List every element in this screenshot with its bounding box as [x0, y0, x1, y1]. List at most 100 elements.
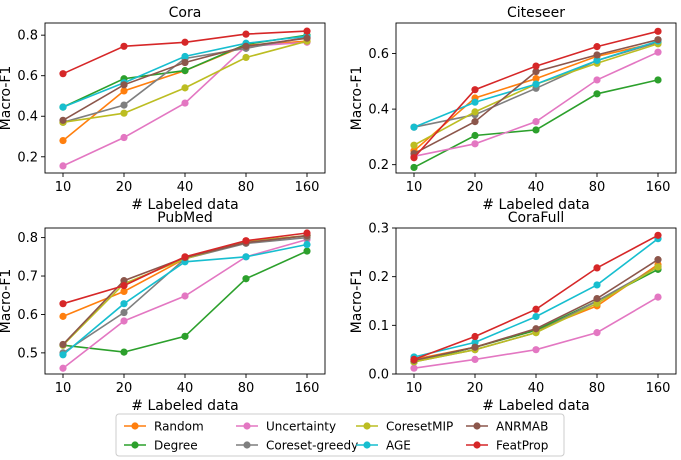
data-point	[303, 247, 311, 255]
data-point	[654, 27, 662, 35]
y-tick-label: 0.4	[368, 103, 389, 118]
data-point	[59, 162, 67, 170]
data-point	[59, 70, 67, 78]
data-point	[410, 123, 418, 131]
data-point	[532, 68, 540, 76]
y-axis-label: Macro-F1	[349, 66, 365, 131]
legend-item-degree: Degree	[124, 439, 198, 453]
x-axis-label: # Labeled data	[131, 197, 238, 213]
data-point	[532, 118, 540, 126]
legend-marker	[473, 441, 481, 449]
x-tick-label: 20	[467, 381, 484, 396]
data-point	[471, 140, 479, 148]
legend-label: AGE	[386, 439, 411, 453]
data-point	[654, 76, 662, 84]
data-point	[303, 34, 311, 42]
series-featprop	[410, 231, 662, 363]
data-point	[471, 343, 479, 351]
x-tick-label: 10	[406, 381, 423, 396]
data-point	[654, 263, 662, 271]
data-point	[593, 51, 601, 59]
data-point	[59, 136, 67, 145]
data-point	[181, 58, 189, 67]
data-point	[410, 154, 418, 162]
x-tick-label: 160	[646, 180, 671, 195]
series-degree	[410, 76, 662, 172]
y-tick-label: 0.6	[17, 69, 38, 84]
legend-label: ANRMAB	[496, 420, 548, 434]
data-point	[410, 355, 418, 363]
x-tick-label: 20	[467, 180, 484, 195]
x-axis-label: # Labeled data	[131, 398, 238, 414]
data-point	[471, 98, 479, 106]
data-point	[120, 277, 128, 285]
y-tick-label: 0.1	[368, 319, 389, 334]
x-tick-label: 40	[528, 180, 545, 195]
data-point	[532, 80, 540, 88]
legend-item-coreset-greedy: Coreset-greedy	[236, 439, 358, 453]
chart-title: CoraFull	[508, 210, 565, 226]
data-point	[120, 109, 128, 117]
data-point	[471, 86, 479, 94]
data-point	[532, 126, 540, 134]
data-point	[59, 312, 67, 320]
x-tick-label: 10	[406, 180, 423, 195]
x-tick-label: 80	[589, 381, 606, 396]
data-point	[471, 332, 479, 341]
data-point	[532, 62, 540, 70]
legend-item-featprop: FeatProp	[466, 439, 548, 453]
data-point	[120, 282, 128, 290]
legend-marker	[243, 441, 251, 449]
legend-marker	[131, 422, 139, 430]
chart-title: Citeseer	[507, 5, 565, 21]
x-tick-label: 40	[177, 180, 194, 195]
data-point	[303, 229, 311, 237]
series-featprop	[410, 27, 662, 162]
data-point	[532, 346, 540, 354]
y-tick-label: 0.4	[17, 110, 38, 125]
legend-label: Uncertainty	[266, 420, 336, 434]
legend-marker	[363, 422, 371, 430]
data-point	[181, 292, 189, 300]
legend-marker	[473, 422, 481, 430]
series-line	[62, 36, 308, 124]
data-point	[59, 351, 67, 359]
y-axis-label: Macro-F1	[349, 269, 365, 334]
data-point	[242, 42, 250, 50]
x-tick-label: 160	[646, 381, 671, 396]
data-point	[532, 74, 540, 83]
series-line	[413, 238, 659, 358]
x-tick-label: 160	[295, 180, 320, 195]
x-axis-label: # Labeled data	[482, 197, 589, 213]
chart-title: Cora	[169, 5, 202, 21]
x-tick-label: 40	[177, 381, 194, 396]
data-point	[471, 118, 479, 126]
data-point	[120, 133, 128, 142]
data-point	[181, 253, 189, 261]
y-axis-label: Macro-F1	[0, 66, 14, 131]
legend-label: CoresetMIP	[386, 420, 453, 434]
legend-marker	[363, 441, 371, 449]
y-tick-label: 0.2	[368, 270, 389, 285]
data-point	[303, 27, 311, 35]
data-point	[303, 240, 311, 249]
series-uncertainty	[410, 293, 662, 372]
data-point	[471, 108, 479, 116]
y-tick-label: 0.0	[368, 368, 389, 383]
data-point	[181, 38, 189, 46]
legend-item-coresetmip: CoresetMIP	[356, 420, 453, 434]
data-point	[181, 99, 189, 107]
data-point	[471, 355, 479, 363]
series-age	[410, 37, 662, 131]
data-point	[593, 329, 601, 337]
data-point	[242, 237, 250, 245]
y-tick-label: 0.8	[17, 231, 38, 246]
data-point	[120, 317, 128, 325]
x-tick-label: 160	[295, 381, 320, 396]
data-point	[654, 293, 662, 301]
y-tick-label: 0.5	[17, 346, 38, 361]
data-point	[59, 300, 67, 308]
legend-item-age: AGE	[356, 439, 411, 453]
chart-panel-cora: Cora 10 20 40 80 160 0.2 0.4 0.6 0.8 # Labeled dat…	[0, 5, 326, 213]
data-point	[654, 256, 662, 264]
